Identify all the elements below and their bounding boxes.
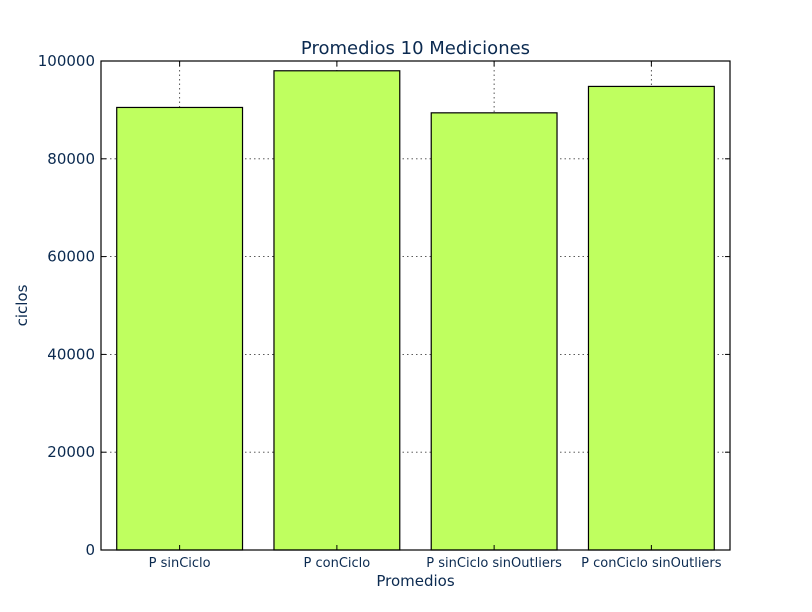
- y-tick-label: 40000: [47, 345, 95, 363]
- bar: [273, 70, 401, 551]
- x-tick-label: P sinCiclo: [149, 556, 211, 571]
- bar: [587, 85, 715, 551]
- chart-title: Promedios 10 Mediciones: [301, 38, 530, 59]
- x-tick-label: P sinCiclo sinOutliers: [426, 556, 562, 571]
- bars: [116, 70, 715, 551]
- y-tick-label: 20000: [47, 443, 95, 461]
- x-tick-label: P conCiclo: [304, 556, 371, 571]
- y-tick-label: 100000: [38, 52, 95, 70]
- y-axis-label: ciclos: [13, 284, 31, 326]
- bar: [430, 112, 558, 551]
- plot-frame: [100, 60, 731, 551]
- x-tick-label: P conCiclo sinOutliers: [581, 556, 722, 571]
- y-tick-label: 80000: [47, 150, 95, 168]
- bar: [116, 106, 244, 551]
- x-axis-label: Promedios: [376, 572, 455, 590]
- y-tick-label: 0: [85, 541, 95, 559]
- y-tick-label: 60000: [47, 248, 95, 266]
- axis-ticks: [101, 60, 730, 551]
